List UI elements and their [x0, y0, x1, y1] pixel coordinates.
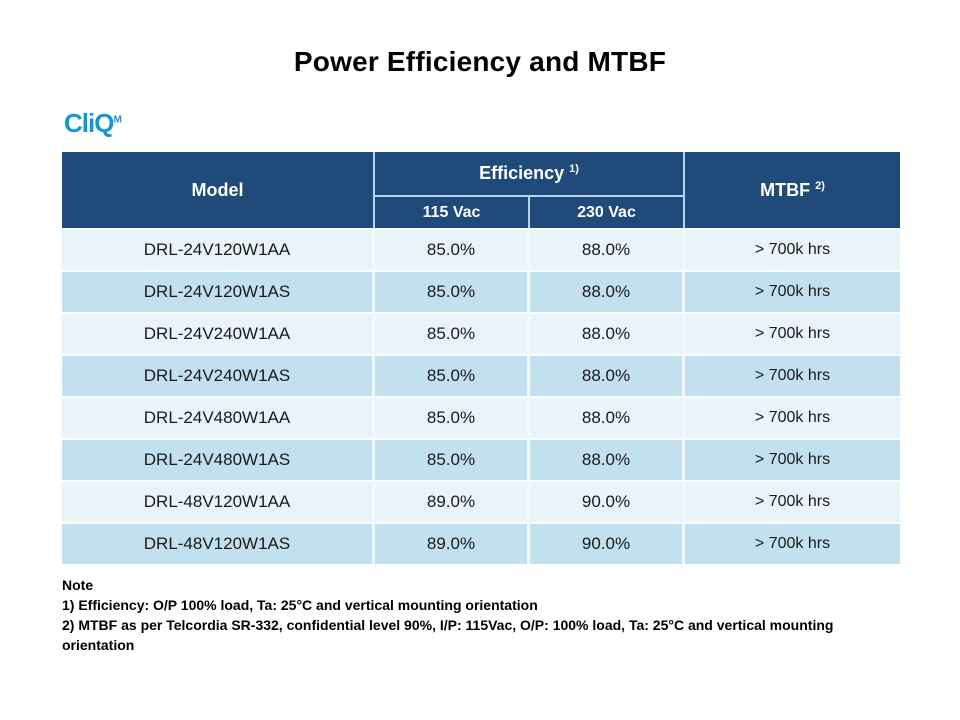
model-cell: DRL-48V120W1AS [62, 522, 375, 564]
footnote-heading: Note [62, 577, 94, 593]
model-cell: DRL-24V240W1AA [62, 312, 375, 354]
efficiency-115vac-cell: 85.0% [375, 228, 530, 270]
efficiency-115vac-cell: 89.0% [375, 522, 530, 564]
mtbf-cell: > 700k hrs [685, 396, 900, 438]
col-header-230vac: 230 Vac [530, 197, 685, 228]
table-row: DRL-24V480W1AS 85.0% 88.0% > 700k hrs [62, 438, 900, 480]
mtbf-cell: > 700k hrs [685, 480, 900, 522]
efficiency-115vac-cell: 85.0% [375, 396, 530, 438]
table-row: DRL-24V240W1AA 85.0% 88.0% > 700k hrs [62, 312, 900, 354]
efficiency-115vac-cell: 85.0% [375, 354, 530, 396]
footnotes: Note 1) Efficiency: O/P 100% load, Ta: 2… [62, 575, 908, 655]
efficiency-230vac-cell: 90.0% [530, 480, 685, 522]
efficiency-230vac-cell: 88.0% [530, 270, 685, 312]
efficiency-header-label: Efficiency [479, 163, 565, 183]
mtbf-cell: > 700k hrs [685, 270, 900, 312]
page-title: Power Efficiency and MTBF [293, 46, 667, 77]
model-cell: DRL-24V120W1AA [62, 228, 375, 270]
efficiency-230vac-cell: 88.0% [530, 396, 685, 438]
efficiency-230vac-cell: 88.0% [530, 228, 685, 270]
efficiency-230vac-cell: 88.0% [530, 312, 685, 354]
model-cell: DRL-48V120W1AA [62, 480, 375, 522]
table-row: DRL-48V120W1AS 89.0% 90.0% > 700k hrs [62, 522, 900, 564]
efficiency-note-ref: 1) [569, 163, 579, 175]
mtbf-cell: > 700k hrs [685, 228, 900, 270]
col-header-115vac: 115 Vac [375, 197, 530, 228]
efficiency-mtbf-table: Model Efficiency 1) MTBF 2) 115 Vac 230 … [62, 152, 900, 564]
model-cell: DRL-24V240W1AS [62, 354, 375, 396]
mtbf-note-ref: 2) [815, 179, 825, 192]
table-row: DRL-24V480W1AA 85.0% 88.0% > 700k hrs [62, 396, 900, 438]
efficiency-115vac-cell: 89.0% [375, 480, 530, 522]
cliq-logo-trademark: M [113, 114, 122, 126]
efficiency-230vac-cell: 88.0% [530, 354, 685, 396]
table-body: DRL-24V120W1AA 85.0% 88.0% > 700k hrs DR… [62, 228, 900, 564]
col-header-efficiency: Efficiency 1) [375, 152, 685, 197]
table-row: DRL-24V240W1AS 85.0% 88.0% > 700k hrs [62, 354, 900, 396]
col-header-mtbf: MTBF 2) [685, 152, 900, 228]
cliq-logo: CliQM [64, 108, 122, 139]
table-header: Model Efficiency 1) MTBF 2) 115 Vac 230 … [62, 152, 900, 228]
col-header-model: Model [62, 152, 375, 228]
efficiency-115vac-cell: 85.0% [375, 312, 530, 354]
header-row-sub: 115 Vac 230 Vac [62, 197, 900, 228]
mtbf-cell: > 700k hrs [685, 312, 900, 354]
footnote-1: 1) Efficiency: O/P 100% load, Ta: 25°C a… [62, 597, 538, 613]
table-row: DRL-24V120W1AA 85.0% 88.0% > 700k hrs [62, 228, 900, 270]
mtbf-header-label: MTBF [760, 179, 811, 200]
header-row-top: Model Efficiency 1) MTBF 2) [62, 152, 900, 228]
footnote-2: 2) MTBF as per Telcordia SR-332, confide… [62, 617, 834, 653]
mtbf-cell: > 700k hrs [685, 438, 900, 480]
efficiency-230vac-cell: 88.0% [530, 438, 685, 480]
mtbf-cell: > 700k hrs [685, 522, 900, 564]
table-row: DRL-24V120W1AS 85.0% 88.0% > 700k hrs [62, 270, 900, 312]
model-cell: DRL-24V120W1AS [62, 270, 375, 312]
mtbf-cell: > 700k hrs [685, 354, 900, 396]
model-cell: DRL-24V480W1AS [62, 438, 375, 480]
efficiency-115vac-cell: 85.0% [375, 438, 530, 480]
cliq-logo-text: CliQ [64, 108, 114, 138]
table-row: DRL-48V120W1AA 89.0% 90.0% > 700k hrs [62, 480, 900, 522]
model-cell: DRL-24V480W1AA [62, 396, 375, 438]
efficiency-230vac-cell: 90.0% [530, 522, 685, 564]
efficiency-115vac-cell: 85.0% [375, 270, 530, 312]
